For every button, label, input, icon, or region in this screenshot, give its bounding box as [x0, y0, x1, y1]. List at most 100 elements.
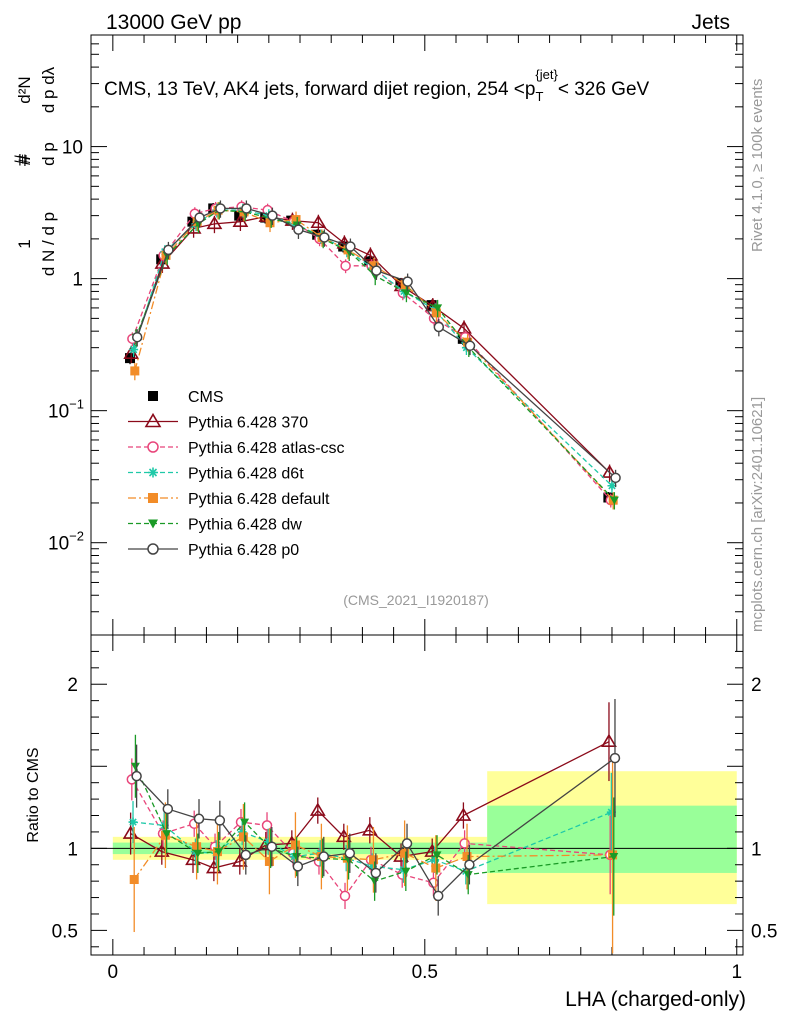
legend-marker [147, 441, 159, 453]
ratio-point [367, 861, 377, 871]
ratio-point [432, 851, 442, 860]
ratio-y-tick-label: 2 [67, 675, 78, 696]
ratio-point [266, 841, 278, 852]
series-pythia-6-428-dw [131, 202, 619, 510]
analysis-id: (CMS_2021_I1920187) [343, 592, 489, 608]
ratio-point [193, 813, 205, 825]
legend-label: Pythia 6.428 dw [188, 517, 302, 534]
ratio-line-pythia-6-428-dw [134, 766, 614, 882]
ratio-point [464, 859, 475, 870]
ratio-point [430, 855, 440, 865]
data-point [123, 345, 140, 360]
ratio-point [162, 803, 174, 815]
data-point [291, 215, 301, 225]
x-tick-label: 0 [108, 962, 119, 983]
svg-text:#: # [10, 153, 35, 166]
legend-marker [148, 391, 158, 401]
data-point [130, 366, 140, 376]
ratio-point [606, 807, 616, 817]
ratio-point [368, 855, 378, 865]
ratio-point [463, 871, 473, 880]
series-line-pythia-6-428-default [134, 209, 614, 501]
data-point [431, 308, 441, 318]
data-point [369, 261, 379, 271]
data-point [319, 232, 330, 243]
ratio-series-pythia-6-428-p0 [131, 699, 621, 916]
svg-text:d N / d p: d N / d p [39, 212, 58, 276]
energy-label: 13000 GeV pp [106, 11, 241, 34]
series-pythia-6-428-p0 [131, 200, 621, 488]
ratio-point [292, 853, 302, 862]
series-line-pythia-6-428-p0 [136, 207, 617, 479]
data-point [609, 496, 619, 505]
ratio-point [344, 848, 356, 859]
legend-marker [148, 493, 158, 503]
lower-panel-frame [90, 634, 744, 956]
svg-text:d p: d p [39, 142, 58, 166]
data-point [129, 345, 139, 355]
ratio-point [264, 856, 274, 866]
data-point [234, 210, 245, 221]
ratio-point [401, 838, 413, 849]
ratio-point [162, 830, 172, 839]
ratio-point [309, 802, 326, 816]
mcplots-source-label: mcplots.cern.ch [arXiv:2401.10621] [749, 397, 766, 632]
data-point [215, 203, 226, 214]
legend-label: Pythia 6.428 p0 [188, 542, 299, 559]
ratio-panel: 0 0.5 1 0.5 0.5 1 1 2 2 [52, 635, 777, 983]
data-point [371, 265, 382, 276]
ratio-point [214, 848, 224, 857]
svg-text:#: # [15, 154, 34, 164]
category-label: Jets [691, 11, 730, 34]
ratio-point [238, 832, 248, 842]
rivet-version-label: Rivet 4.1.0, ≥ 100k events [749, 79, 766, 252]
data-point [401, 289, 411, 298]
svg-text:d²N: d²N [15, 76, 34, 103]
x-tick-label: 1 [731, 962, 742, 983]
data-point [241, 203, 252, 214]
legend-label: CMS [188, 389, 224, 406]
upper-y-axis-label: # 1 d N / d p # d p d²N d p dλ [10, 66, 58, 276]
upper-panel: 10−2 10−1 1 10 [48, 34, 743, 636]
ratio-point [431, 863, 441, 873]
upper-y-tick-label: 1 [72, 270, 83, 291]
legend-marker [147, 543, 159, 555]
data-point [310, 214, 327, 229]
ratio-y-tick-label: 0.5 [52, 921, 78, 942]
ratio-point [601, 733, 617, 747]
ratio-point [130, 762, 140, 771]
data-point [340, 260, 351, 272]
ratio-point [128, 817, 138, 827]
ratio-point [292, 861, 304, 872]
data-point [433, 304, 443, 313]
data-point [267, 210, 278, 221]
legend-entry-pythia-6-428-dw: Pythia 6.428 dw [128, 517, 302, 534]
upper-y-tick-label: 10 [62, 138, 83, 159]
ratio-point [129, 875, 139, 885]
data-point [345, 241, 356, 252]
ratio-y-tick-label-right: 1 [751, 839, 762, 860]
svg-text:d p dλ: d p dλ [39, 66, 58, 113]
ratio-point [609, 752, 621, 764]
series-pythia-6-428-atlas-csc [127, 200, 617, 508]
ratio-point [318, 851, 330, 862]
legend-entry-pythia-6-428-d6t: Pythia 6.428 d6t [128, 466, 304, 483]
ratio-point [339, 890, 351, 902]
data-point [194, 212, 205, 223]
data-point [206, 215, 223, 230]
data-point [338, 241, 349, 252]
legend-marker [148, 467, 158, 478]
ratio-point [263, 837, 273, 847]
legend-entry-pythia-6-428-atlas-csc: Pythia 6.428 atlas-csc [128, 440, 345, 457]
legend: CMS Pythia 6.428 370 Pythia 6.428 atlas-cs… [128, 389, 345, 559]
upper-y-tick-label: 10−1 [48, 397, 84, 423]
ratio-point [159, 820, 169, 830]
ratio-point [240, 818, 250, 827]
data-point [293, 224, 304, 235]
legend-entry-cms: CMS [148, 389, 224, 406]
data-point [187, 216, 198, 227]
data-point [607, 481, 617, 491]
ratio-point [237, 827, 247, 837]
legend-entry-pythia-6-428-default: Pythia 6.428 default [128, 491, 330, 508]
x-tick-label: 0.5 [412, 962, 438, 983]
